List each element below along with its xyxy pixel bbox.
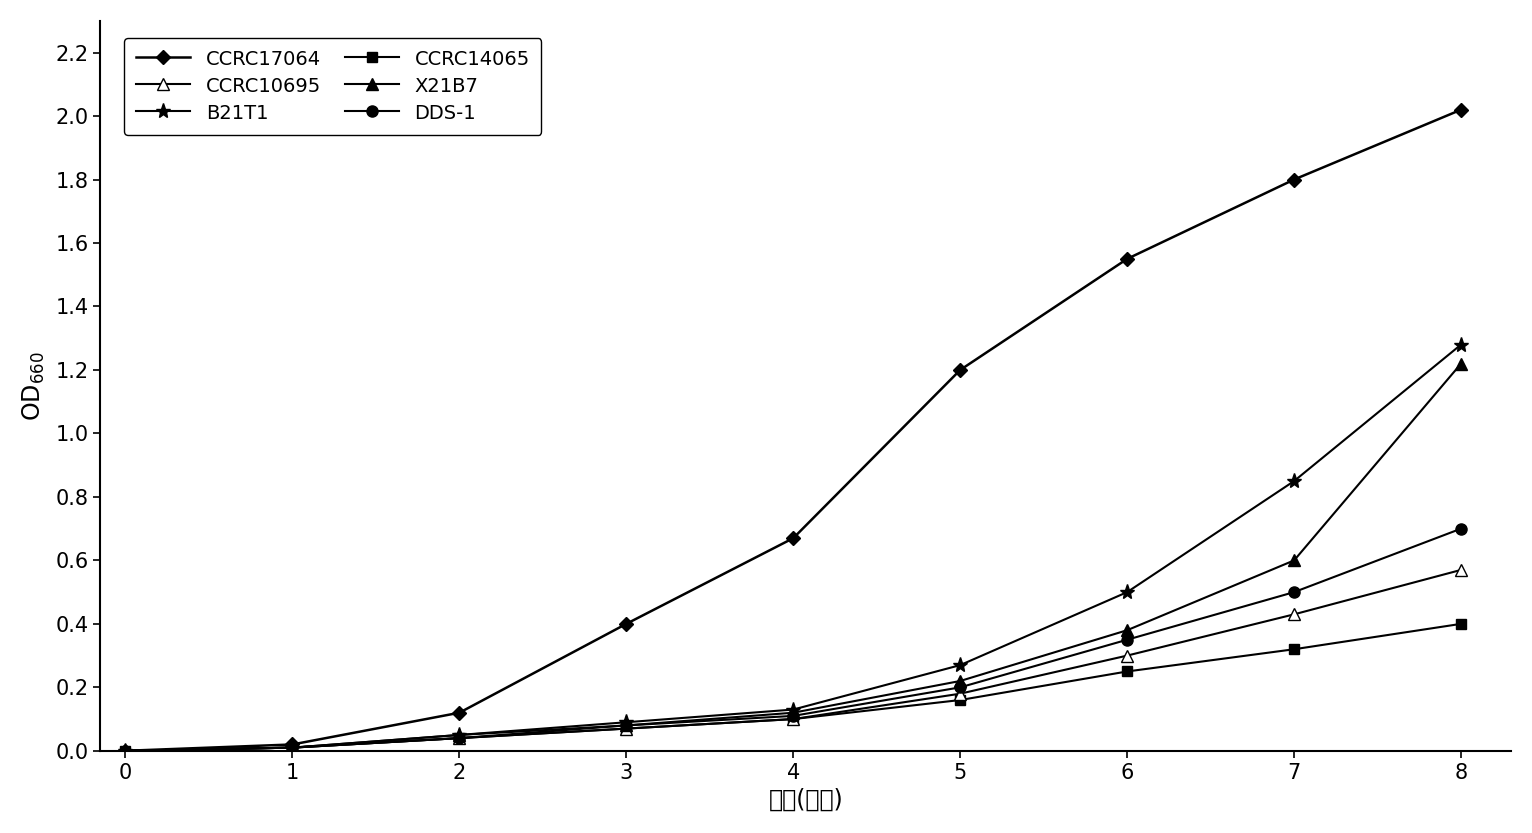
CCRC10695 bbox=[450, 733, 469, 743]
X-axis label: 时间(小时): 时间(小时) bbox=[769, 788, 843, 812]
B21T1 bbox=[1285, 476, 1304, 486]
X21B7 bbox=[1285, 556, 1304, 566]
CCRC14065 bbox=[1452, 619, 1471, 629]
CCRC10695 bbox=[1452, 565, 1471, 575]
Legend: CCRC17064, CCRC10695, B21T1, CCRC14065, X21B7, DDS-1: CCRC17064, CCRC10695, B21T1, CCRC14065, … bbox=[124, 37, 541, 135]
Line: DDS-1: DDS-1 bbox=[119, 523, 1466, 756]
CCRC10695 bbox=[1118, 651, 1137, 661]
CCRC17064 bbox=[951, 365, 970, 375]
DDS-1 bbox=[1285, 587, 1304, 597]
X21B7 bbox=[450, 730, 469, 740]
B21T1 bbox=[951, 660, 970, 670]
CCRC17064 bbox=[784, 533, 803, 543]
CCRC17064 bbox=[1285, 175, 1304, 185]
CCRC17064 bbox=[283, 740, 302, 750]
X21B7 bbox=[617, 721, 636, 731]
CCRC10695 bbox=[283, 743, 302, 753]
CCRC14065 bbox=[1118, 666, 1137, 676]
CCRC10695 bbox=[951, 689, 970, 699]
X21B7 bbox=[1452, 358, 1471, 368]
B21T1 bbox=[116, 746, 135, 756]
CCRC10695 bbox=[617, 724, 636, 734]
CCRC14065 bbox=[283, 743, 302, 753]
DDS-1 bbox=[784, 711, 803, 721]
B21T1 bbox=[617, 717, 636, 727]
X21B7 bbox=[116, 746, 135, 756]
Line: CCRC10695: CCRC10695 bbox=[119, 564, 1466, 756]
CCRC14065 bbox=[116, 746, 135, 756]
X21B7 bbox=[951, 676, 970, 686]
CCRC10695 bbox=[1285, 609, 1304, 619]
CCRC14065 bbox=[450, 733, 469, 743]
Line: X21B7: X21B7 bbox=[119, 358, 1466, 756]
CCRC14065 bbox=[951, 695, 970, 705]
X21B7 bbox=[784, 708, 803, 718]
CCRC10695 bbox=[784, 714, 803, 724]
DDS-1 bbox=[116, 746, 135, 756]
B21T1 bbox=[784, 705, 803, 715]
X21B7 bbox=[1118, 626, 1137, 636]
CCRC17064 bbox=[116, 746, 135, 756]
B21T1 bbox=[450, 730, 469, 740]
B21T1 bbox=[1118, 587, 1137, 597]
DDS-1 bbox=[951, 682, 970, 692]
CCRC14065 bbox=[617, 724, 636, 734]
DDS-1 bbox=[283, 743, 302, 753]
DDS-1 bbox=[450, 733, 469, 743]
DDS-1 bbox=[1118, 635, 1137, 645]
Line: B21T1: B21T1 bbox=[118, 337, 1469, 758]
CCRC17064 bbox=[1452, 105, 1471, 115]
CCRC14065 bbox=[784, 714, 803, 724]
CCRC10695 bbox=[116, 746, 135, 756]
Line: CCRC14065: CCRC14065 bbox=[121, 619, 1466, 756]
B21T1 bbox=[1452, 340, 1471, 350]
B21T1 bbox=[283, 743, 302, 753]
DDS-1 bbox=[617, 721, 636, 731]
DDS-1 bbox=[1452, 524, 1471, 534]
CCRC17064 bbox=[617, 619, 636, 629]
CCRC17064 bbox=[1118, 254, 1137, 264]
X21B7 bbox=[283, 743, 302, 753]
Line: CCRC17064: CCRC17064 bbox=[121, 105, 1466, 756]
CCRC14065 bbox=[1285, 644, 1304, 654]
CCRC17064 bbox=[450, 708, 469, 718]
Y-axis label: OD$_{660}$: OD$_{660}$ bbox=[21, 351, 47, 421]
